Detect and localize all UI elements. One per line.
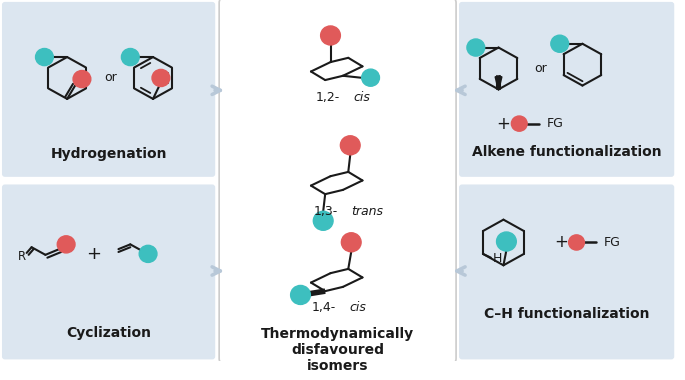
- Circle shape: [551, 35, 569, 52]
- Text: FG: FG: [547, 117, 564, 130]
- Circle shape: [58, 236, 75, 253]
- Text: or: or: [104, 71, 117, 84]
- Text: +: +: [553, 233, 568, 252]
- FancyBboxPatch shape: [219, 0, 456, 364]
- Circle shape: [152, 70, 170, 87]
- Circle shape: [36, 49, 53, 66]
- Text: +: +: [497, 115, 510, 133]
- Circle shape: [512, 116, 527, 131]
- Text: FG: FG: [604, 236, 621, 249]
- Text: R: R: [18, 250, 26, 263]
- Text: cis: cis: [349, 301, 366, 314]
- Circle shape: [313, 211, 333, 230]
- Circle shape: [121, 49, 139, 66]
- Text: trans: trans: [351, 204, 384, 218]
- Circle shape: [139, 245, 157, 263]
- Text: 1,2-: 1,2-: [315, 92, 340, 105]
- Circle shape: [321, 26, 340, 45]
- Text: or: or: [534, 62, 547, 75]
- Circle shape: [497, 232, 516, 251]
- FancyBboxPatch shape: [459, 184, 674, 359]
- Circle shape: [341, 233, 361, 252]
- Circle shape: [340, 136, 360, 155]
- Circle shape: [290, 285, 310, 304]
- Circle shape: [569, 235, 584, 250]
- FancyBboxPatch shape: [2, 2, 215, 177]
- Text: cis: cis: [353, 92, 371, 105]
- Text: Thermodynamically
disfavoured
isomers: Thermodynamically disfavoured isomers: [261, 327, 414, 374]
- FancyBboxPatch shape: [2, 184, 215, 359]
- Text: C–H functionalization: C–H functionalization: [484, 307, 649, 321]
- Text: 1,4-: 1,4-: [312, 301, 336, 314]
- FancyBboxPatch shape: [459, 2, 674, 177]
- Text: 1,3-: 1,3-: [313, 204, 338, 218]
- Circle shape: [73, 71, 91, 88]
- Text: H: H: [493, 252, 502, 265]
- Text: Hydrogenation: Hydrogenation: [50, 147, 167, 161]
- Text: +: +: [86, 245, 101, 263]
- Circle shape: [362, 69, 379, 86]
- Text: Alkene functionalization: Alkene functionalization: [472, 145, 662, 159]
- Circle shape: [467, 39, 485, 56]
- Text: Cyclization: Cyclization: [66, 326, 151, 340]
